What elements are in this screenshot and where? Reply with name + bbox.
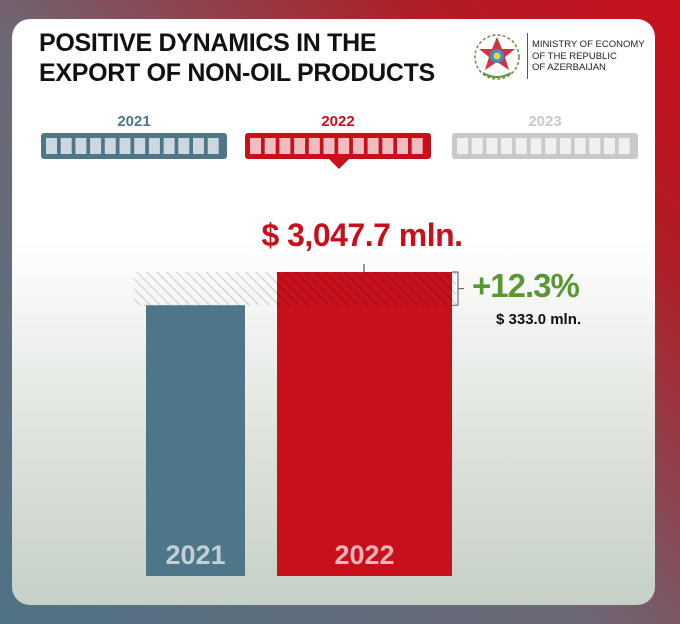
bar-2022	[277, 272, 452, 576]
timeline-segment	[589, 138, 601, 154]
growth-bracket	[452, 271, 464, 306]
ministry-name: MINISTRY OF ECONOMY OF THE REPUBLIC OF A…	[532, 39, 645, 74]
timeline-segment	[338, 138, 350, 154]
timeline-segment	[279, 138, 291, 154]
title-line-2: EXPORT OF NON-OIL PRODUCTS	[39, 59, 435, 87]
timeline-segment	[207, 138, 219, 154]
title-line-1: POSITIVE DYNAMICS IN THE	[39, 29, 377, 57]
timeline-segment	[250, 138, 261, 154]
timeline-segment	[618, 138, 630, 154]
timeline-segment	[501, 138, 513, 154]
timeline-segment	[75, 138, 87, 154]
timeline-pointer-icon	[328, 158, 350, 169]
timeline-segment	[604, 138, 615, 154]
growth-percent: +12.3%	[472, 267, 580, 304]
timeline-segment	[178, 138, 190, 154]
timeline-bar-2023	[452, 133, 638, 159]
timeline-segment	[308, 138, 320, 154]
timeline-segment	[163, 138, 175, 154]
timeline-segment	[323, 138, 335, 154]
timeline-segment	[559, 138, 571, 154]
timeline-segment	[294, 138, 306, 154]
hatch-overlay-2022	[277, 272, 452, 306]
value-label-2022: $ 3,047.7 mln.	[261, 217, 463, 253]
timeline-segment	[382, 138, 394, 154]
infographic-card: POSITIVE DYNAMICS IN THE EXPORT OF NON-O…	[12, 19, 655, 605]
timeline-label-2022: 2022	[321, 113, 355, 130]
timeline-segment	[264, 138, 276, 154]
bar-label-2021: 2021	[165, 540, 225, 570]
timeline-segment	[411, 138, 423, 154]
timeline-segment	[515, 138, 527, 154]
timeline-segment	[574, 138, 586, 154]
timeline-segment	[530, 138, 542, 154]
timeline-segment	[367, 138, 379, 154]
ministry-line-2: OF THE REPUBLIC	[532, 50, 617, 62]
timeline-segment	[486, 138, 498, 154]
bar-label-2022: 2022	[334, 540, 394, 570]
timeline-segment	[193, 138, 204, 154]
timeline-label-2023: 2023	[528, 113, 562, 130]
timeline-segment	[104, 138, 116, 154]
timeline-segment	[46, 138, 57, 154]
timeline-segment	[90, 138, 102, 154]
timeline-segment	[148, 138, 160, 154]
timeline-label-2021: 2021	[117, 113, 151, 130]
timeline-segment	[352, 138, 364, 154]
azerbaijan-emblem-icon	[474, 34, 520, 80]
timeline-bar-2021	[41, 133, 227, 159]
timeline-segment	[545, 138, 557, 154]
logo-divider	[527, 33, 528, 79]
ministry-line-3: OF AZERBAIJAN	[532, 62, 606, 73]
bar-chart: 2021 2022	[134, 264, 464, 576]
timeline-segment	[397, 138, 408, 154]
timeline-segment	[471, 138, 483, 154]
timeline-segment	[457, 138, 468, 154]
timeline-segment	[119, 138, 131, 154]
timeline-segment	[134, 138, 146, 154]
timeline-segment	[60, 138, 72, 154]
timeline-bar-2022	[245, 133, 431, 159]
page-title: POSITIVE DYNAMICS IN THE EXPORT OF NON-O…	[39, 28, 435, 88]
ministry-line-1: MINISTRY OF ECONOMY	[532, 39, 645, 50]
growth-absolute: $ 333.0 mln.	[496, 311, 582, 328]
bar-2021	[146, 305, 245, 576]
